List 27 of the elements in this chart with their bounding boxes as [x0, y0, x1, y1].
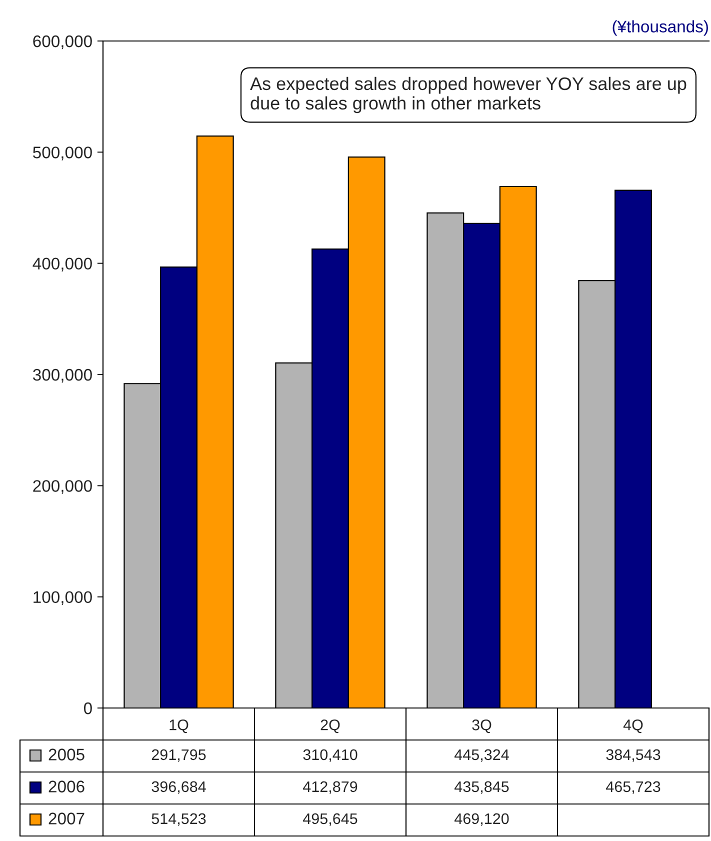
data-label: 412,879 [302, 781, 358, 794]
y-tick-label: 0 [84, 702, 92, 714]
data-label: 514,523 [152, 813, 206, 826]
x-tick-label: 4Q [623, 720, 643, 734]
data-label: 310,410 [303, 749, 358, 762]
annotation: As expected sales dropped however YOY sales are up due to sales growth in other markets [250, 76, 686, 114]
data-label: 384,543 [606, 749, 660, 762]
legend-label: 2006 [48, 780, 84, 792]
y-tick-label: 400,000 [32, 258, 92, 272]
x-tick-label: 2Q [320, 720, 340, 734]
data-label: 469,120 [454, 813, 509, 826]
legend-label: 2005 [48, 748, 84, 760]
y-tick-label: 200,000 [33, 480, 92, 494]
legend-label: 2007 [48, 812, 84, 824]
data-label: 495,645 [302, 813, 358, 826]
y-tick-label: 100,000 [34, 591, 92, 606]
y-tick-label: 500,000 [33, 146, 92, 160]
data-label: 435,845 [454, 781, 509, 794]
data-label: 291,795 [152, 749, 206, 762]
data-label: 465,723 [606, 781, 660, 794]
text: (¥thousands) [612, 20, 708, 36]
x-tick-label: 1Q [170, 720, 188, 734]
y-tick-label: 600,000 [33, 35, 92, 50]
y-tick-label: 300,000 [32, 368, 92, 383]
data-label: 396,684 [152, 781, 206, 794]
data-label: 445,324 [454, 749, 509, 762]
x-tick-label: 3Q [472, 720, 492, 734]
